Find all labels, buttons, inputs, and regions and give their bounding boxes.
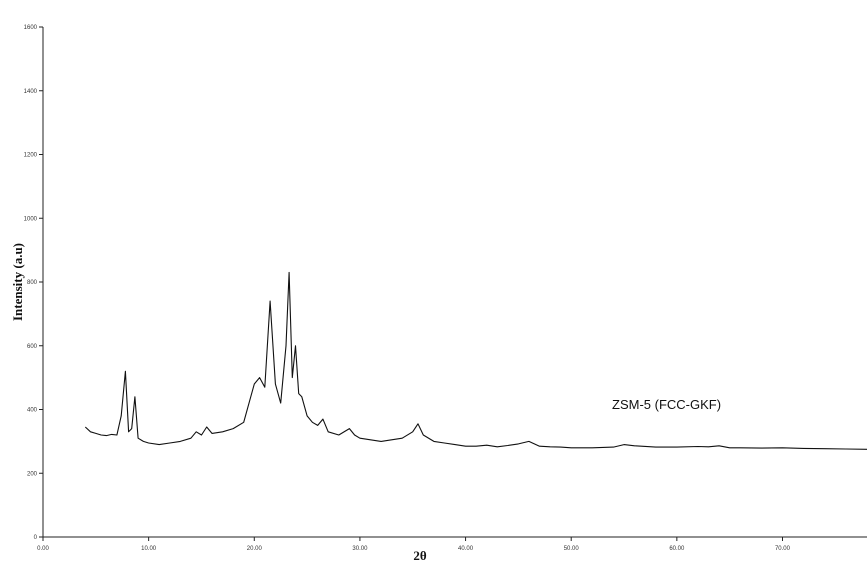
x-tick-label: 10.00 [141, 546, 157, 552]
x-tick-label: 60.00 [669, 546, 685, 552]
x-tick-label: 20.00 [247, 546, 263, 552]
series-layer [84, 271, 867, 450]
y-tick-label: 600 [27, 344, 38, 350]
y-axis-title: Intensity (a.u) [10, 243, 25, 321]
y-tick-label: 0 [34, 535, 38, 541]
x-tick-label: 40.00 [458, 546, 474, 552]
series-annotation: ZSM-5 (FCC-GKF) [612, 397, 721, 412]
x-axis-title: 2θ [413, 548, 427, 563]
y-tick-label: 800 [27, 280, 38, 286]
series-line [84, 271, 867, 450]
axes [42, 27, 867, 538]
x-tick-label: 30.00 [352, 546, 368, 552]
y-tick-label: 1200 [24, 153, 38, 159]
y-tick-label: 1600 [24, 25, 38, 31]
y-axis-ticks: 0 200 400 600 800 1000 1200 1400 1600 [24, 25, 43, 541]
y-tick-label: 200 [27, 471, 38, 477]
y-tick-label: 400 [27, 408, 38, 414]
x-axis-ticks: 0.00 10.00 20.00 30.00 40.00 50.00 60.00 70.00 [37, 537, 791, 552]
y-tick-label: 1000 [24, 216, 38, 222]
x-tick-label: 0.00 [37, 546, 49, 552]
y-tick-label: 1400 [24, 89, 38, 95]
x-tick-label: 50.00 [564, 546, 580, 552]
x-tick-label: 70.00 [775, 546, 791, 552]
